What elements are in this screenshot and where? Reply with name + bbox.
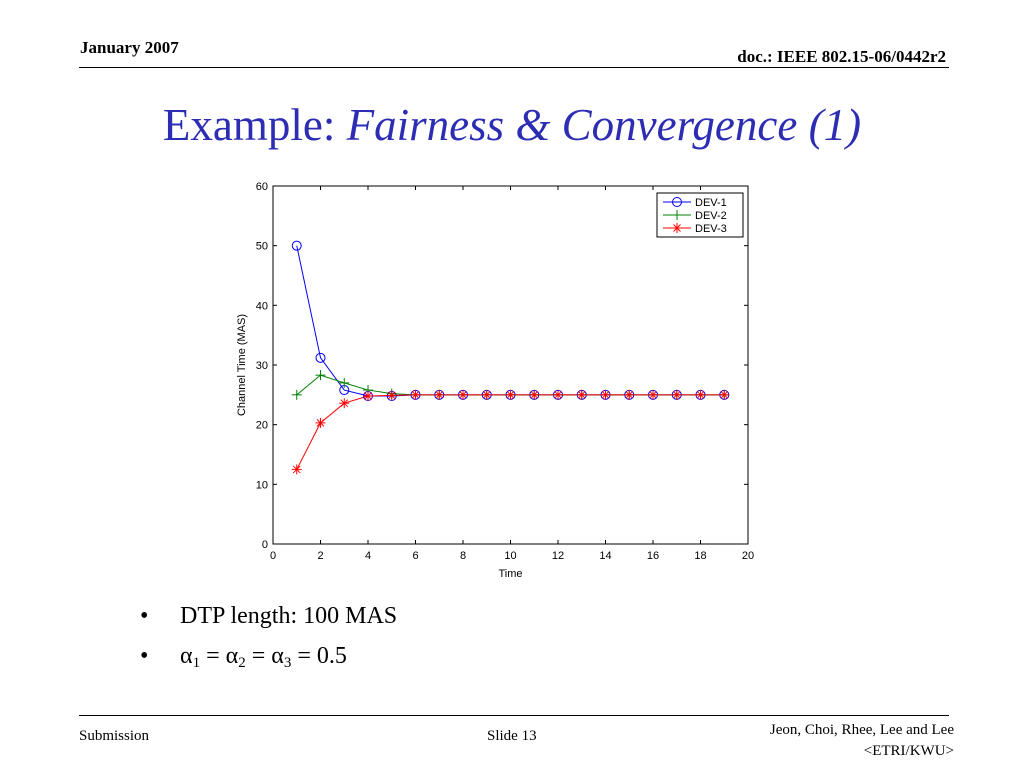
data-point-asterisk [624, 389, 635, 400]
data-point-circle [672, 197, 682, 207]
x-axis-label: Time [498, 568, 522, 580]
y-tick-label: 0 [262, 539, 268, 551]
alpha-subscript: 1 [192, 655, 201, 671]
x-tick-label: 14 [599, 550, 611, 562]
data-point-asterisk [695, 389, 706, 400]
header-divider [79, 67, 949, 68]
legend-entry-dev-3: DEV-3 [663, 223, 727, 235]
data-point-asterisk [339, 398, 350, 409]
equals-sign: = [291, 643, 317, 669]
x-tick-label: 4 [365, 550, 371, 562]
x-tick-label: 0 [270, 550, 276, 562]
legend-entry-dev-1: DEV-1 [663, 197, 727, 209]
data-point-asterisk [529, 389, 540, 400]
data-point-asterisk [553, 389, 563, 400]
equals-sign: = [200, 643, 226, 669]
alpha-symbol: α [225, 643, 239, 669]
footer-authors: Jeon, Choi, Rhee, Lee and Lee <ETRI/KWU> [770, 720, 954, 762]
y-tick-label: 50 [256, 241, 268, 253]
x-tick-label: 6 [412, 550, 418, 562]
data-point-plus [291, 389, 302, 400]
x-tick-label: 10 [504, 550, 516, 562]
slide-title: Example: Fairness & Convergence (1) [0, 100, 1024, 151]
legend-label: DEV-1 [695, 197, 727, 209]
x-tick-label: 18 [694, 550, 706, 562]
y-tick-label: 30 [256, 360, 268, 372]
alpha-subscript: 3 [283, 655, 292, 671]
alpha-value: 0.5 [316, 643, 347, 669]
x-tick-label: 16 [647, 550, 659, 562]
data-point-circle [315, 352, 326, 363]
data-point-plus [672, 210, 682, 220]
bullet-item-alpha: • α1 = α2 = α3 = 0.5 [140, 636, 397, 676]
legend-entry-dev-2: DEV-2 [663, 210, 727, 222]
bullet-list: • DTP length: 100 MAS • α1 = α2 = α3 = 0… [140, 596, 397, 676]
y-tick-label: 40 [256, 300, 268, 312]
legend-label: DEV-2 [695, 210, 727, 222]
data-point-asterisk [600, 389, 611, 400]
alpha-symbol: α [271, 643, 284, 669]
data-point-asterisk [505, 389, 516, 400]
data-point-asterisk [315, 417, 326, 428]
data-point-asterisk [386, 390, 397, 401]
alpha-subscript: 2 [238, 655, 246, 671]
x-tick-label: 12 [552, 550, 564, 562]
x-tick-label: 8 [460, 550, 466, 562]
title-prefix: Example: [162, 100, 347, 150]
bullet-text: DTP length: 100 MAS [180, 603, 398, 629]
footer-divider [79, 715, 949, 716]
y-axis-label: Channel Time (MAS) [236, 314, 248, 416]
data-point-asterisk [410, 389, 421, 400]
footer-affiliation: <ETRI/KWU> [863, 743, 954, 759]
data-point-asterisk [648, 389, 658, 400]
footer-authors-names: Jeon, Choi, Rhee, Lee and Lee [769, 722, 954, 738]
data-point-plus [315, 370, 326, 381]
header-date: January 2007 [80, 38, 179, 57]
bullet-dot-icon: • [140, 603, 149, 629]
data-point-asterisk [434, 389, 445, 400]
legend-label: DEV-3 [695, 223, 727, 235]
chart-container: 0 2 4 6 8 10 12 14 16 18 20 0 10 20 30 40 50 60 DEV-1 DEV-… [225, 175, 765, 585]
data-point-asterisk [291, 464, 302, 475]
data-point-asterisk [671, 389, 682, 400]
data-point-asterisk [576, 389, 587, 400]
equals-sign: = [245, 643, 272, 669]
footer-slide-number: Slide 13 [487, 728, 537, 744]
header-doc-id: doc.: IEEE 802.15-06/0442r2 [737, 47, 946, 66]
bullet-item-dtp-length: • DTP length: 100 MAS [140, 596, 397, 636]
data-point-plus [339, 377, 350, 388]
data-point-asterisk [481, 389, 492, 400]
title-rest: Fairness & Convergence (1) [346, 100, 862, 150]
data-point-asterisk [458, 389, 468, 400]
data-point-circle [291, 240, 302, 251]
data-point-asterisk [719, 389, 730, 400]
alpha-symbol: α [180, 643, 193, 669]
y-tick-label: 10 [256, 479, 268, 491]
data-point-asterisk [672, 223, 682, 233]
x-tick-label: 2 [317, 550, 323, 562]
plot-area [272, 185, 749, 545]
data-point-asterisk [363, 391, 373, 402]
bullet-dot-icon: • [140, 643, 149, 669]
footer-submission: Submission [79, 728, 150, 744]
y-tick-label: 60 [256, 181, 268, 193]
y-tick-label: 20 [256, 420, 268, 432]
x-tick-label: 20 [742, 550, 754, 562]
